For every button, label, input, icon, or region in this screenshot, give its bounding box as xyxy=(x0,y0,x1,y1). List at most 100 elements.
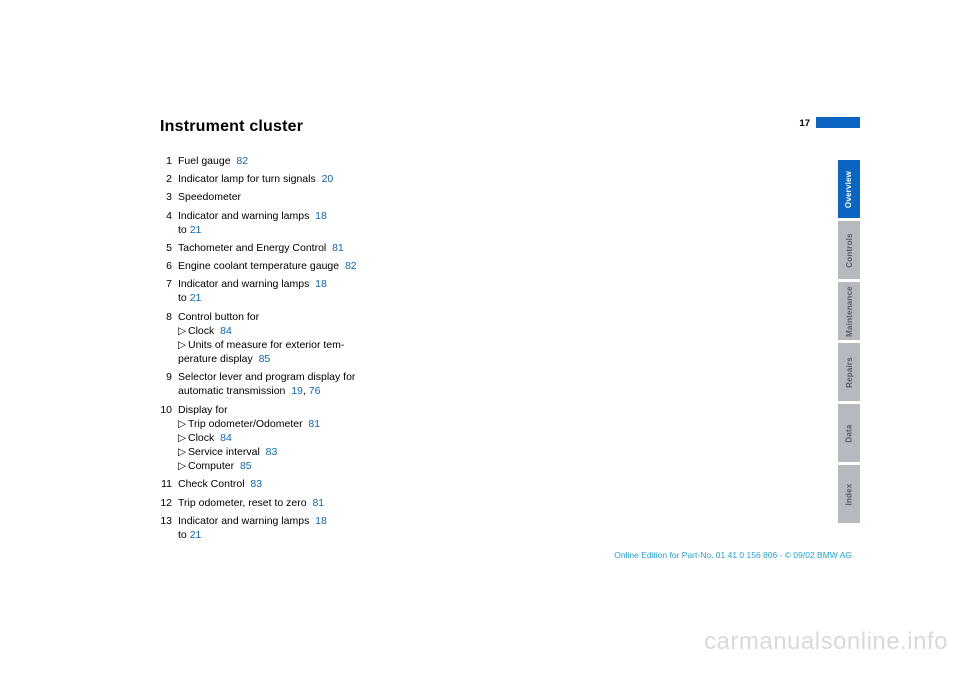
callout-list: 1 Fuel gauge 82 2 Indicator lamp for tur… xyxy=(160,154,740,542)
footer-line: Online Edition for Part-No. 01 41 0 156 … xyxy=(614,550,852,560)
sub-item: ▷Clock 84 xyxy=(178,324,383,338)
item-number: 3 xyxy=(160,190,178,204)
item-text: Selector lever and program display for a… xyxy=(178,371,355,397)
item-body: Selector lever and program display for a… xyxy=(178,370,383,398)
triangle-icon: ▷ xyxy=(178,445,188,459)
sub-item: ▷Units of measure for exterior tem-perat… xyxy=(178,338,383,366)
item-number: 5 xyxy=(160,241,178,255)
page-ref[interactable]: 18 xyxy=(315,515,327,527)
page-ref[interactable]: 83 xyxy=(250,478,262,490)
tab-controls[interactable]: Controls xyxy=(838,221,860,279)
tab-repairs[interactable]: Repairs xyxy=(838,343,860,401)
tab-data[interactable]: Data xyxy=(838,404,860,462)
item-number: 9 xyxy=(160,370,178,398)
tab-label: Overview xyxy=(845,170,854,207)
page-ref[interactable]: 82 xyxy=(236,155,248,167)
list-item: 13 Indicator and warning lamps 18 to 21 xyxy=(160,514,740,542)
list-item: 9 Selector lever and program display for… xyxy=(160,370,740,398)
page-ref[interactable]: 81 xyxy=(312,497,324,509)
tab-overview[interactable]: Overview xyxy=(838,160,860,218)
tab-label: Controls xyxy=(845,233,854,268)
item-text: Indicator and warning lamps xyxy=(178,515,309,527)
item-number: 2 xyxy=(160,172,178,186)
sub-item: ▷Service interval 83 xyxy=(178,445,383,459)
page-ref[interactable]: 18 xyxy=(315,278,327,290)
page-ref[interactable]: 84 xyxy=(220,432,232,444)
sub-text: Computer xyxy=(188,460,234,472)
page-ref[interactable]: 81 xyxy=(308,418,320,430)
page-ref[interactable]: 84 xyxy=(220,325,232,337)
page-ref[interactable]: 21 xyxy=(190,529,202,541)
item-text: Trip odometer, reset to zero xyxy=(178,497,307,509)
page-ref[interactable]: 85 xyxy=(259,353,271,365)
triangle-icon: ▷ xyxy=(178,338,188,352)
page-content: Instrument cluster 1 Fuel gauge 82 2 Ind… xyxy=(160,118,740,546)
sub-item: ▷Trip odometer/Odometer 81 xyxy=(178,417,383,431)
item-body: Check Control 83 xyxy=(178,477,383,491)
item-text: Engine coolant temperature gauge xyxy=(178,260,339,272)
sub-text: Trip odometer/Odometer xyxy=(188,418,303,430)
list-item: 8 Control button for ▷Clock 84 ▷Units of… xyxy=(160,310,740,367)
item-text: to xyxy=(178,529,190,541)
page-ref[interactable]: 21 xyxy=(190,292,202,304)
sub-text: Clock xyxy=(188,432,214,444)
page-ref[interactable]: 85 xyxy=(240,460,252,472)
item-body: Fuel gauge 82 xyxy=(178,154,383,168)
item-text: Speedometer xyxy=(178,191,241,203)
item-text: Display for xyxy=(178,404,228,416)
list-item: 1 Fuel gauge 82 xyxy=(160,154,740,168)
list-item: 4 Indicator and warning lamps 18 to 21 xyxy=(160,209,740,237)
item-body: Speedometer xyxy=(178,190,383,204)
list-item: 7 Indicator and warning lamps 18 to 21 xyxy=(160,277,740,305)
item-number: 13 xyxy=(160,514,178,542)
list-item: 6 Engine coolant temperature gauge 82 xyxy=(160,259,740,273)
triangle-icon: ▷ xyxy=(178,417,188,431)
page-ref[interactable]: 18 xyxy=(315,210,327,222)
page-ref[interactable]: 76 xyxy=(309,385,321,397)
triangle-icon: ▷ xyxy=(178,324,188,338)
page-number-bar xyxy=(816,117,860,128)
item-number: 7 xyxy=(160,277,178,305)
sub-item: ▷Clock 84 xyxy=(178,431,383,445)
item-number: 10 xyxy=(160,403,178,474)
item-body: Trip odometer, reset to zero 81 xyxy=(178,496,383,510)
item-text: to xyxy=(178,224,190,236)
tab-label: Data xyxy=(844,424,853,442)
item-body: Indicator lamp for turn signals 20 xyxy=(178,172,383,186)
page-title: Instrument cluster xyxy=(160,118,740,136)
item-text: to xyxy=(178,292,190,304)
item-text: Fuel gauge xyxy=(178,155,231,167)
item-body: Display for ▷Trip odometer/Odometer 81 ▷… xyxy=(178,403,383,474)
item-body: Indicator and warning lamps 18 to 21 xyxy=(178,209,383,237)
page-number: 17 xyxy=(799,118,810,129)
tab-label: Index xyxy=(845,483,854,505)
item-number: 8 xyxy=(160,310,178,367)
sub-text: Clock xyxy=(188,325,214,337)
item-text: Control button for xyxy=(178,311,259,323)
page-ref[interactable]: 81 xyxy=(332,242,344,254)
tab-label: Repairs xyxy=(845,357,854,388)
list-item: 12 Trip odometer, reset to zero 81 xyxy=(160,496,740,510)
page-ref[interactable]: 82 xyxy=(345,260,357,272)
page-ref[interactable]: 21 xyxy=(190,224,202,236)
list-item: 3 Speedometer xyxy=(160,190,740,204)
page-ref[interactable]: 19 xyxy=(291,385,303,397)
watermark: carmanualsonline.info xyxy=(704,628,948,656)
item-number: 4 xyxy=(160,209,178,237)
item-body: Indicator and warning lamps 18 to 21 xyxy=(178,514,383,542)
side-tabs: Overview Controls Maintenance Repairs Da… xyxy=(838,160,860,526)
tab-index[interactable]: Index xyxy=(838,465,860,523)
page-ref[interactable]: 20 xyxy=(322,173,334,185)
page-ref[interactable]: 83 xyxy=(266,446,278,458)
item-text: Indicator lamp for turn signals xyxy=(178,173,316,185)
triangle-icon: ▷ xyxy=(178,459,188,473)
item-text: Check Control xyxy=(178,478,245,490)
item-body: Control button for ▷Clock 84 ▷Units of m… xyxy=(178,310,383,367)
list-item: 11 Check Control 83 xyxy=(160,477,740,491)
tab-maintenance[interactable]: Maintenance xyxy=(838,282,860,340)
item-number: 6 xyxy=(160,259,178,273)
triangle-icon: ▷ xyxy=(178,431,188,445)
item-text: Indicator and warning lamps xyxy=(178,278,309,290)
item-body: Tachometer and Energy Control 81 xyxy=(178,241,383,255)
sub-item: ▷Computer 85 xyxy=(178,459,383,473)
